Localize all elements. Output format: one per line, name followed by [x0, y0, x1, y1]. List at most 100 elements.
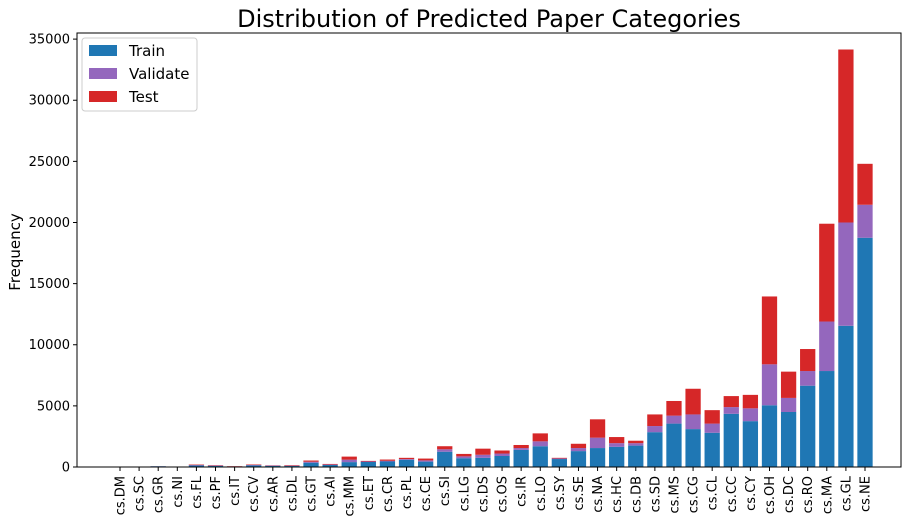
bar-validate-cs-na — [589, 437, 606, 449]
bar-test-cs-lo — [532, 433, 548, 442]
x-tick-label: cs.GR — [152, 476, 167, 513]
bar-train-cs-dc — [780, 411, 797, 467]
bar-validate-cs-ma — [819, 321, 835, 372]
bar-test-cs-si — [437, 446, 453, 450]
bar-validate-cs-ds — [475, 454, 491, 458]
y-tick-label: 25000 — [29, 155, 70, 170]
legend: Train Validate Test — [81, 37, 198, 112]
y-axis-label: Frequency — [6, 213, 24, 291]
x-tick-label: cs.IR — [515, 476, 530, 507]
bar-validate-cs-se — [570, 448, 587, 452]
bar-train-cs-lo — [532, 446, 548, 467]
bar-validate-cs-oh — [761, 364, 778, 406]
x-tick-label: cs.SI — [438, 476, 453, 506]
bar-validate-cs-si — [437, 449, 453, 452]
bar-train-cs-db — [628, 445, 644, 467]
bar-validate-cs-dc — [780, 397, 797, 412]
bar-test-cs-sy — [551, 457, 567, 459]
bar-test-cs-et — [360, 460, 376, 462]
bar-train-cs-sd — [647, 432, 663, 467]
bar-validate-cs-ro — [800, 371, 816, 386]
bar-test-cs-cy — [742, 394, 759, 409]
bar-train-cs-ma — [819, 371, 835, 467]
bar-train-cs-cg — [685, 429, 701, 467]
x-tick-label: cs.LG — [457, 476, 472, 511]
x-tick-label: cs.CG — [687, 476, 702, 513]
bar-test-cs-cl — [704, 410, 720, 424]
x-tick-label: cs.FL — [190, 475, 205, 509]
y-tick-label: 0 — [62, 461, 70, 476]
bar-validate-cs-cc — [723, 407, 739, 414]
x-tick-label: cs.DS — [476, 476, 491, 512]
bar-train-cs-mm — [341, 462, 357, 467]
bar-train-cs-na — [589, 448, 606, 467]
bar-train-cs-cr — [379, 461, 396, 467]
bar-train-cs-oh — [761, 405, 778, 467]
bar-validate-cs-ir — [513, 448, 529, 450]
bar-validate-cs-pl — [398, 459, 415, 460]
bar-validate-cs-sd — [647, 426, 663, 433]
bar-validate-cs-mm — [341, 459, 357, 463]
x-tick-label: cs.GL — [839, 475, 854, 511]
bar-test-cs-os — [494, 450, 510, 454]
bar-train-cs-hc — [609, 446, 625, 467]
bar-test-cs-cr — [379, 459, 396, 461]
bar-train-cs-ir — [513, 449, 529, 467]
x-tick-label: cs.DB — [629, 476, 644, 513]
bar-train-cs-ne — [857, 237, 873, 467]
bar-test-cs-ir — [513, 444, 529, 449]
bar-train-cs-os — [494, 456, 510, 467]
x-tick-label: cs.SC — [133, 476, 148, 511]
bar-test-cs-se — [570, 443, 587, 449]
bar-test-cs-ma — [819, 223, 835, 322]
y-tick-label: 20000 — [29, 216, 70, 231]
bar-train-cs-pl — [398, 459, 415, 467]
bar-test-cs-lg — [456, 453, 472, 457]
legend-label-train: Train — [128, 42, 165, 60]
x-tick-label: cs.CY — [744, 476, 759, 511]
x-tick-label: cs.HC — [610, 476, 625, 513]
bar-validate-cs-hc — [609, 443, 625, 447]
x-tick-label: cs.CV — [247, 476, 262, 512]
bar-test-cs-sd — [647, 414, 663, 427]
x-tick-label: cs.NE — [859, 476, 874, 512]
bar-test-cs-cc — [723, 396, 739, 408]
legend-label-test: Test — [128, 88, 159, 106]
x-tick-label: cs.MA — [820, 476, 835, 514]
chart-title: Distribution of Predicted Paper Categori… — [237, 5, 741, 33]
bar-test-cs-mm — [341, 456, 357, 460]
x-tick-label: cs.CC — [725, 476, 740, 512]
bar-train-cs-ar — [265, 465, 281, 467]
bar-validate-cs-cg — [685, 414, 701, 430]
legend-swatch-validate — [89, 68, 117, 79]
x-tick-label: cs.MS — [667, 476, 682, 514]
bar-train-cs-ce — [418, 461, 434, 467]
x-tick-label: cs.OH — [763, 476, 778, 514]
legend-swatch-test — [89, 91, 117, 102]
bar-train-cs-gl — [838, 325, 854, 467]
bar-train-cs-et — [360, 461, 376, 467]
x-tick-label: cs.AR — [266, 476, 281, 512]
bar-train-cs-lg — [456, 458, 472, 467]
plot-frame — [76, 32, 902, 468]
bar-train-cs-se — [570, 451, 587, 467]
bars-layer — [112, 49, 873, 467]
bar-validate-cs-ms — [666, 415, 682, 424]
x-tick-label: cs.ET — [362, 476, 377, 510]
bar-validate-cs-gl — [838, 222, 854, 326]
bar-validate-cs-cr — [379, 460, 396, 462]
x-tick-label: cs.IT — [228, 476, 243, 506]
x-tick-label: cs.NI — [171, 476, 186, 508]
bar-test-cs-ms — [666, 400, 682, 416]
bar-test-cs-gt — [303, 460, 319, 462]
y-tick-label: 35000 — [29, 33, 70, 48]
bar-validate-cs-sy — [551, 458, 567, 460]
bar-train-cs-cl — [704, 432, 720, 467]
x-tick-label: cs.CR — [381, 476, 396, 512]
x-tick-label: cs.DM — [114, 476, 129, 515]
bar-validate-cs-ce — [418, 460, 434, 462]
bar-validate-cs-os — [494, 453, 510, 456]
x-tick-label: cs.DC — [782, 476, 797, 513]
bar-train-cs-si — [437, 451, 453, 467]
